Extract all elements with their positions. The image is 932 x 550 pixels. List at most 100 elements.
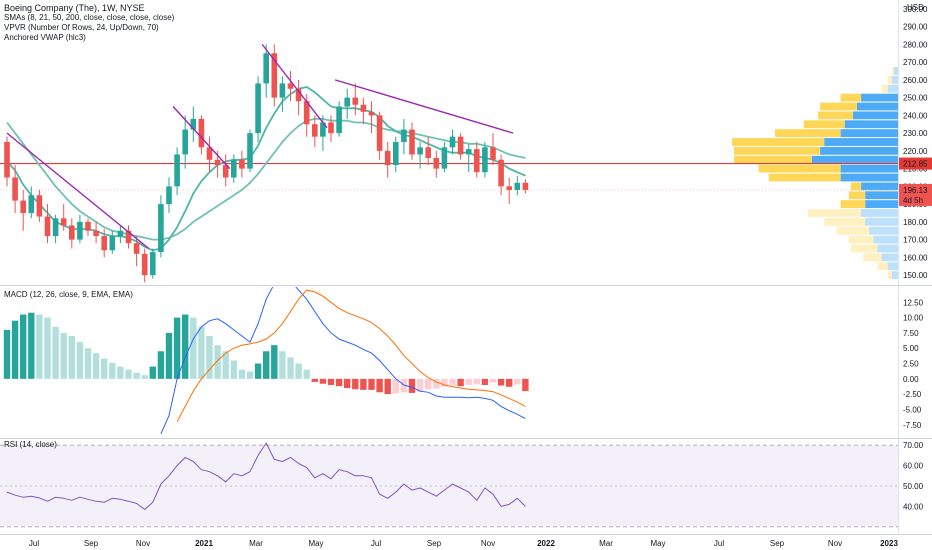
volume-profile-bar-down [731,138,825,146]
macd-histogram-bar [376,378,383,393]
rsi-tick-label: 50.00 [903,482,924,491]
volume-profile-bar-up [873,235,898,244]
candle-body [231,159,237,178]
volume-profile-bar-up [861,209,898,217]
macd-histogram-bar [392,378,399,394]
time-tick-label: Mar [599,539,613,548]
macd-histogram-bar [263,351,270,379]
macd-histogram-bar [295,363,302,379]
macd-histogram-bar [449,378,456,386]
volume-profile-bar-down [734,146,821,155]
candle-body [271,53,278,98]
trendline [6,132,150,250]
price-tick-label: 180.00 [903,218,928,227]
candle-body [482,147,488,173]
macd-histogram-bar [117,366,124,379]
candle-body [77,221,83,240]
macd-histogram-bar [3,329,11,379]
macd-histogram-bar [222,351,229,379]
candle-body [295,88,302,102]
candle-body [214,159,221,166]
macd-label: MACD (12, 26, close, 9, EMA, EMA) [4,290,133,299]
rsi-tick-label: 60.00 [903,462,924,471]
candle-body [222,165,229,178]
volume-profile-bar-down [848,235,874,244]
price-tick-label: 300.00 [903,5,928,14]
price-tick-label: 230.00 [903,129,928,138]
macd-histogram-bar [360,378,367,390]
candle-body [336,106,342,134]
volume-profile-bar-up [891,271,898,280]
volume-profile-bar-down [881,84,888,93]
macd-histogram-bar [481,378,489,385]
volume-profile-bar-down [887,271,892,280]
trendline [261,43,328,129]
volume-profile [731,67,898,280]
candle-body [474,149,480,173]
macd-histogram-bar [165,332,173,379]
volume-profile-bar-down [840,93,862,102]
macd-histogram-bar [52,326,59,379]
time-tick-label: Jul [371,539,381,548]
candle-body [376,115,383,151]
macd-histogram-bar [441,378,448,387]
volume-profile-bar-up [881,253,898,262]
symbol-title: Boeing Company (The), 1W, NYSE [4,3,145,13]
rsi-band [0,445,898,527]
macd-histogram-bar [327,378,335,385]
macd-histogram-bar [133,372,140,379]
time-tick-label: 2022 [537,539,555,548]
macd-histogram-bar [506,378,513,387]
time-tick-label: Sep [427,539,442,548]
candle-body [409,129,415,155]
rsi-tick-label: 40.00 [903,502,924,511]
candles [4,44,529,283]
volume-profile-bar-down [803,120,845,129]
price-tick-label: 290.00 [903,23,928,32]
macd-histogram-bar [246,371,254,379]
candle-body [401,129,407,142]
candle-body [360,104,367,112]
candle-body [206,147,213,160]
candle-body [320,122,326,137]
signal-line [176,289,526,422]
macd-histogram-bar [489,378,497,383]
macd-histogram-bar [198,326,205,379]
candle-body [166,186,172,205]
volume-profile-bar-down [850,182,862,191]
macd-histogram-bar [303,369,310,379]
macd-histogram-bar [368,378,375,390]
macd-lines [160,287,526,435]
macd-histogram-bar [400,378,408,393]
volume-profile-bar-up [824,138,898,146]
macd-histogram-bar [230,360,237,379]
candle-body [417,147,423,155]
candle-body [4,142,10,178]
macd-histogram [3,312,529,395]
price-tick-label: 160.00 [903,253,928,262]
macd-histogram-bar [408,378,416,393]
candle-body [449,136,456,148]
candle-body [498,159,504,187]
hline-price-label: 212.85 [903,160,928,169]
sma-8-line [6,86,526,252]
time-tick-label: Nov [828,539,842,548]
volume-profile-bar-up [861,93,898,102]
volume-profile-bar-up [877,244,898,253]
macd-histogram-bar [238,369,246,379]
candle-body [393,142,399,166]
rsi-legend: RSI (14, close) [4,440,57,450]
candle-body [190,118,197,130]
price-tick-label: 170.00 [903,236,928,245]
volume-profile-bar-up [887,262,898,271]
candle-body [182,129,188,155]
macd-histogram-bar [173,317,181,379]
candle-body [247,133,253,169]
candle-body [198,118,205,148]
candle-body [263,53,269,84]
volume-profile-bar-up [865,191,898,200]
indicator-vpvr-label: VPVR (Number Of Rows, 24, Up/Down, 70) [4,23,159,32]
macd-histogram-bar [92,353,100,379]
volume-profile-bar-up [893,67,898,75]
